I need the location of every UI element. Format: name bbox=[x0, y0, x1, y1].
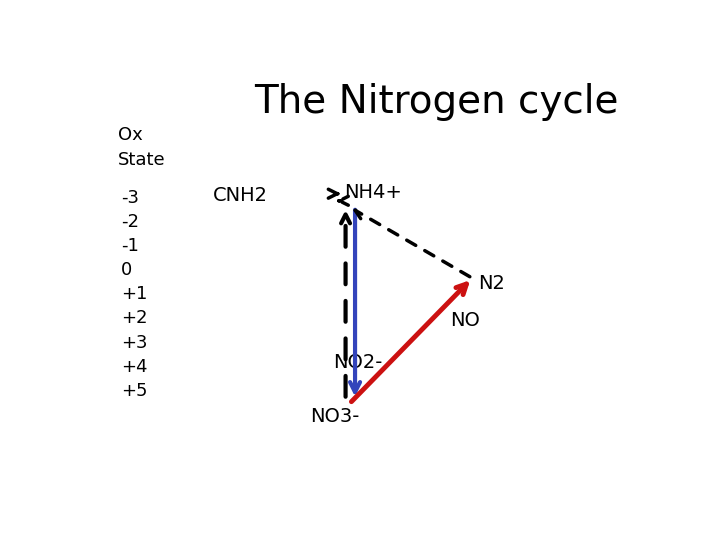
Text: +3: +3 bbox=[121, 334, 147, 352]
Text: -3: -3 bbox=[121, 189, 139, 207]
Text: +5: +5 bbox=[121, 382, 147, 400]
Text: NO: NO bbox=[450, 311, 480, 330]
Text: +2: +2 bbox=[121, 309, 147, 327]
Text: -1: -1 bbox=[121, 237, 138, 255]
Text: -2: -2 bbox=[121, 213, 139, 231]
Text: N2: N2 bbox=[478, 274, 505, 293]
Text: CNH2: CNH2 bbox=[213, 186, 268, 205]
Text: NO3-: NO3- bbox=[310, 407, 360, 426]
Text: 0: 0 bbox=[121, 261, 132, 279]
Text: The Nitrogen cycle: The Nitrogen cycle bbox=[253, 83, 618, 121]
Text: +4: +4 bbox=[121, 357, 147, 376]
Text: State: State bbox=[118, 151, 166, 170]
Text: +1: +1 bbox=[121, 285, 147, 303]
Text: NH4+: NH4+ bbox=[344, 183, 402, 202]
Text: Ox: Ox bbox=[118, 126, 143, 145]
Text: NO2-: NO2- bbox=[333, 353, 382, 372]
